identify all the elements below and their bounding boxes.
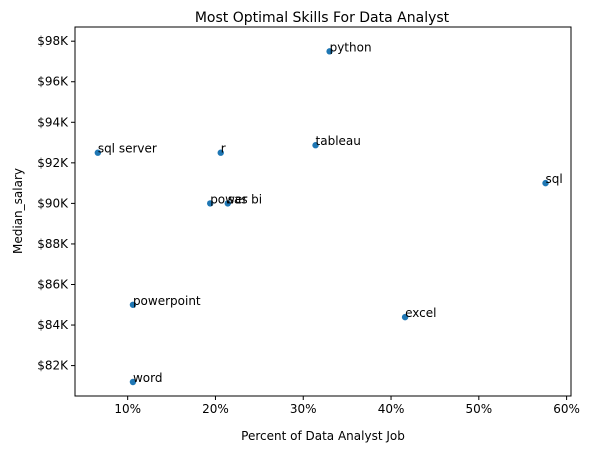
y-tick-label: $94K xyxy=(37,115,69,129)
chart-title: Most Optimal Skills For Data Analyst xyxy=(195,10,450,26)
y-tick-label: $96K xyxy=(37,75,69,89)
x-tick-label: 30% xyxy=(290,402,317,416)
y-tick-label: $86K xyxy=(37,277,69,291)
data-point xyxy=(312,142,319,149)
data-point-label: power bi xyxy=(210,192,262,206)
data-point-label: powerpoint xyxy=(133,294,201,308)
data-point-label: word xyxy=(133,371,163,385)
data-point xyxy=(129,301,137,308)
data-point-label: python xyxy=(330,40,372,54)
y-axis-ticks: $82K $84K $86K $88K $90K $92K $94K $96K $98K xyxy=(37,34,75,373)
data-point-label: sql server xyxy=(98,142,157,156)
y-tick-label: $98K xyxy=(37,34,69,48)
data-point xyxy=(94,149,102,156)
x-tick-label: 10% xyxy=(114,402,141,416)
data-point-label: excel xyxy=(405,306,436,320)
data-point-label: sql xyxy=(546,172,563,186)
data-points xyxy=(94,48,549,386)
x-tick-label: 40% xyxy=(378,402,405,416)
x-tick-label: 50% xyxy=(465,402,492,416)
y-tick-label: $88K xyxy=(37,237,69,251)
x-axis-ticks: 10% 20% 30% 40% 50% 60% xyxy=(114,396,580,416)
y-axis-label: Median_salary xyxy=(11,168,25,254)
data-point xyxy=(401,313,409,321)
data-point-label: r xyxy=(221,142,226,156)
data-point xyxy=(326,48,333,55)
data-point xyxy=(129,378,137,386)
y-tick-label: $84K xyxy=(37,318,69,332)
plot-area xyxy=(74,26,572,397)
data-point xyxy=(206,200,214,207)
y-tick-label: $82K xyxy=(37,359,69,373)
data-point xyxy=(224,200,231,207)
x-tick-label: 60% xyxy=(553,402,580,416)
y-tick-label: $90K xyxy=(37,196,69,210)
data-point-label: tableau xyxy=(316,134,361,148)
data-point-label: sas xyxy=(228,192,248,206)
x-axis-label: Percent of Data Analyst Job xyxy=(241,429,405,443)
plot-frame xyxy=(74,26,572,397)
x-tick-label: 20% xyxy=(202,402,229,416)
data-point xyxy=(542,179,549,187)
data-point xyxy=(217,149,224,156)
y-tick-label: $92K xyxy=(37,156,69,170)
